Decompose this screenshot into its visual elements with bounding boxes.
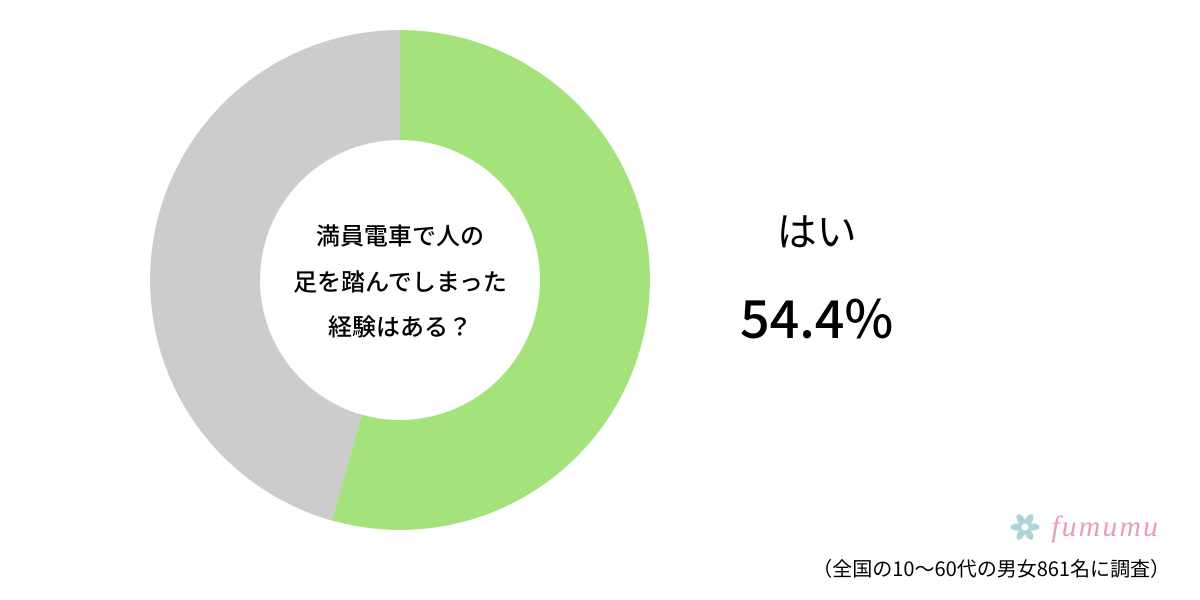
result-display: はい 54.4%	[740, 200, 893, 353]
logo-flower-icon	[1007, 509, 1043, 545]
question-line-1: 満員電車で人の	[260, 212, 540, 258]
question-line-2: 足を踏んでしまった	[260, 257, 540, 303]
question-line-3: 経験はある？	[260, 303, 540, 349]
result-answer-text: はい	[740, 200, 893, 258]
donut-chart-container: 満員電車で人の 足を踏んでしまった 経験はある？	[150, 30, 650, 530]
result-percent-text: 54.4%	[740, 278, 893, 353]
brand-logo: fumumu	[1007, 509, 1160, 545]
chart-center-question: 満員電車で人の 足を踏んでしまった 経験はある？	[260, 212, 540, 349]
logo-text: fumumu	[1051, 510, 1160, 544]
survey-note: （全国の10〜60代の男女861名に調査）	[812, 553, 1170, 582]
